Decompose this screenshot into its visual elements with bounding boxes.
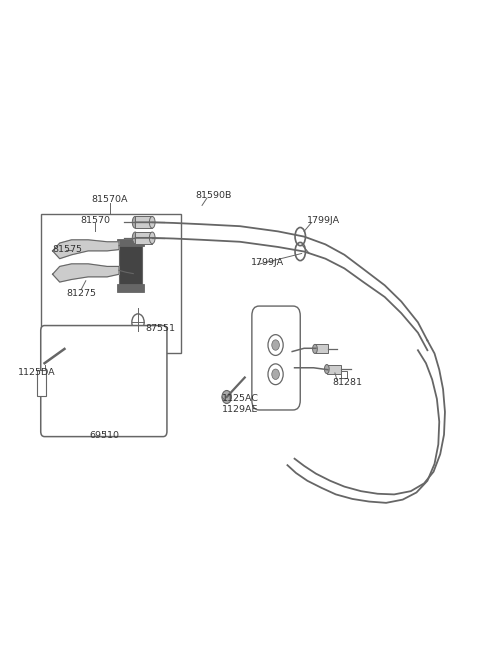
Text: 81570A: 81570A xyxy=(91,195,128,204)
Text: 81281: 81281 xyxy=(333,378,362,387)
Ellipse shape xyxy=(41,360,48,367)
Bar xyxy=(117,238,144,246)
Text: 81570: 81570 xyxy=(80,216,110,225)
Polygon shape xyxy=(53,240,119,259)
Text: 1125DA: 1125DA xyxy=(18,369,56,377)
Text: 81275: 81275 xyxy=(66,289,96,297)
Bar xyxy=(119,240,142,289)
Circle shape xyxy=(268,364,283,384)
FancyBboxPatch shape xyxy=(252,306,300,410)
Circle shape xyxy=(272,369,279,379)
Ellipse shape xyxy=(149,216,155,228)
Circle shape xyxy=(268,335,283,356)
Text: 1125AC: 1125AC xyxy=(222,394,259,403)
Bar xyxy=(117,284,144,291)
Bar xyxy=(41,214,180,354)
Bar xyxy=(135,232,152,244)
Ellipse shape xyxy=(312,345,317,354)
Text: 1799JA: 1799JA xyxy=(306,216,339,225)
Text: 81590B: 81590B xyxy=(196,191,232,200)
Circle shape xyxy=(272,340,279,350)
Bar xyxy=(135,216,152,228)
FancyBboxPatch shape xyxy=(41,326,167,437)
Bar xyxy=(341,371,347,377)
Text: 1129AE: 1129AE xyxy=(222,405,258,414)
Text: 69510: 69510 xyxy=(90,432,120,440)
Bar xyxy=(37,369,46,396)
Bar xyxy=(327,365,341,373)
Circle shape xyxy=(222,390,231,403)
Ellipse shape xyxy=(149,232,155,244)
Text: 81575: 81575 xyxy=(53,245,83,254)
Circle shape xyxy=(132,314,144,331)
Text: 1799JA: 1799JA xyxy=(252,258,285,267)
Polygon shape xyxy=(53,264,119,282)
Bar xyxy=(315,345,328,354)
Ellipse shape xyxy=(324,365,329,373)
Ellipse shape xyxy=(132,232,138,244)
Ellipse shape xyxy=(132,216,138,228)
Text: 87551: 87551 xyxy=(145,324,175,333)
